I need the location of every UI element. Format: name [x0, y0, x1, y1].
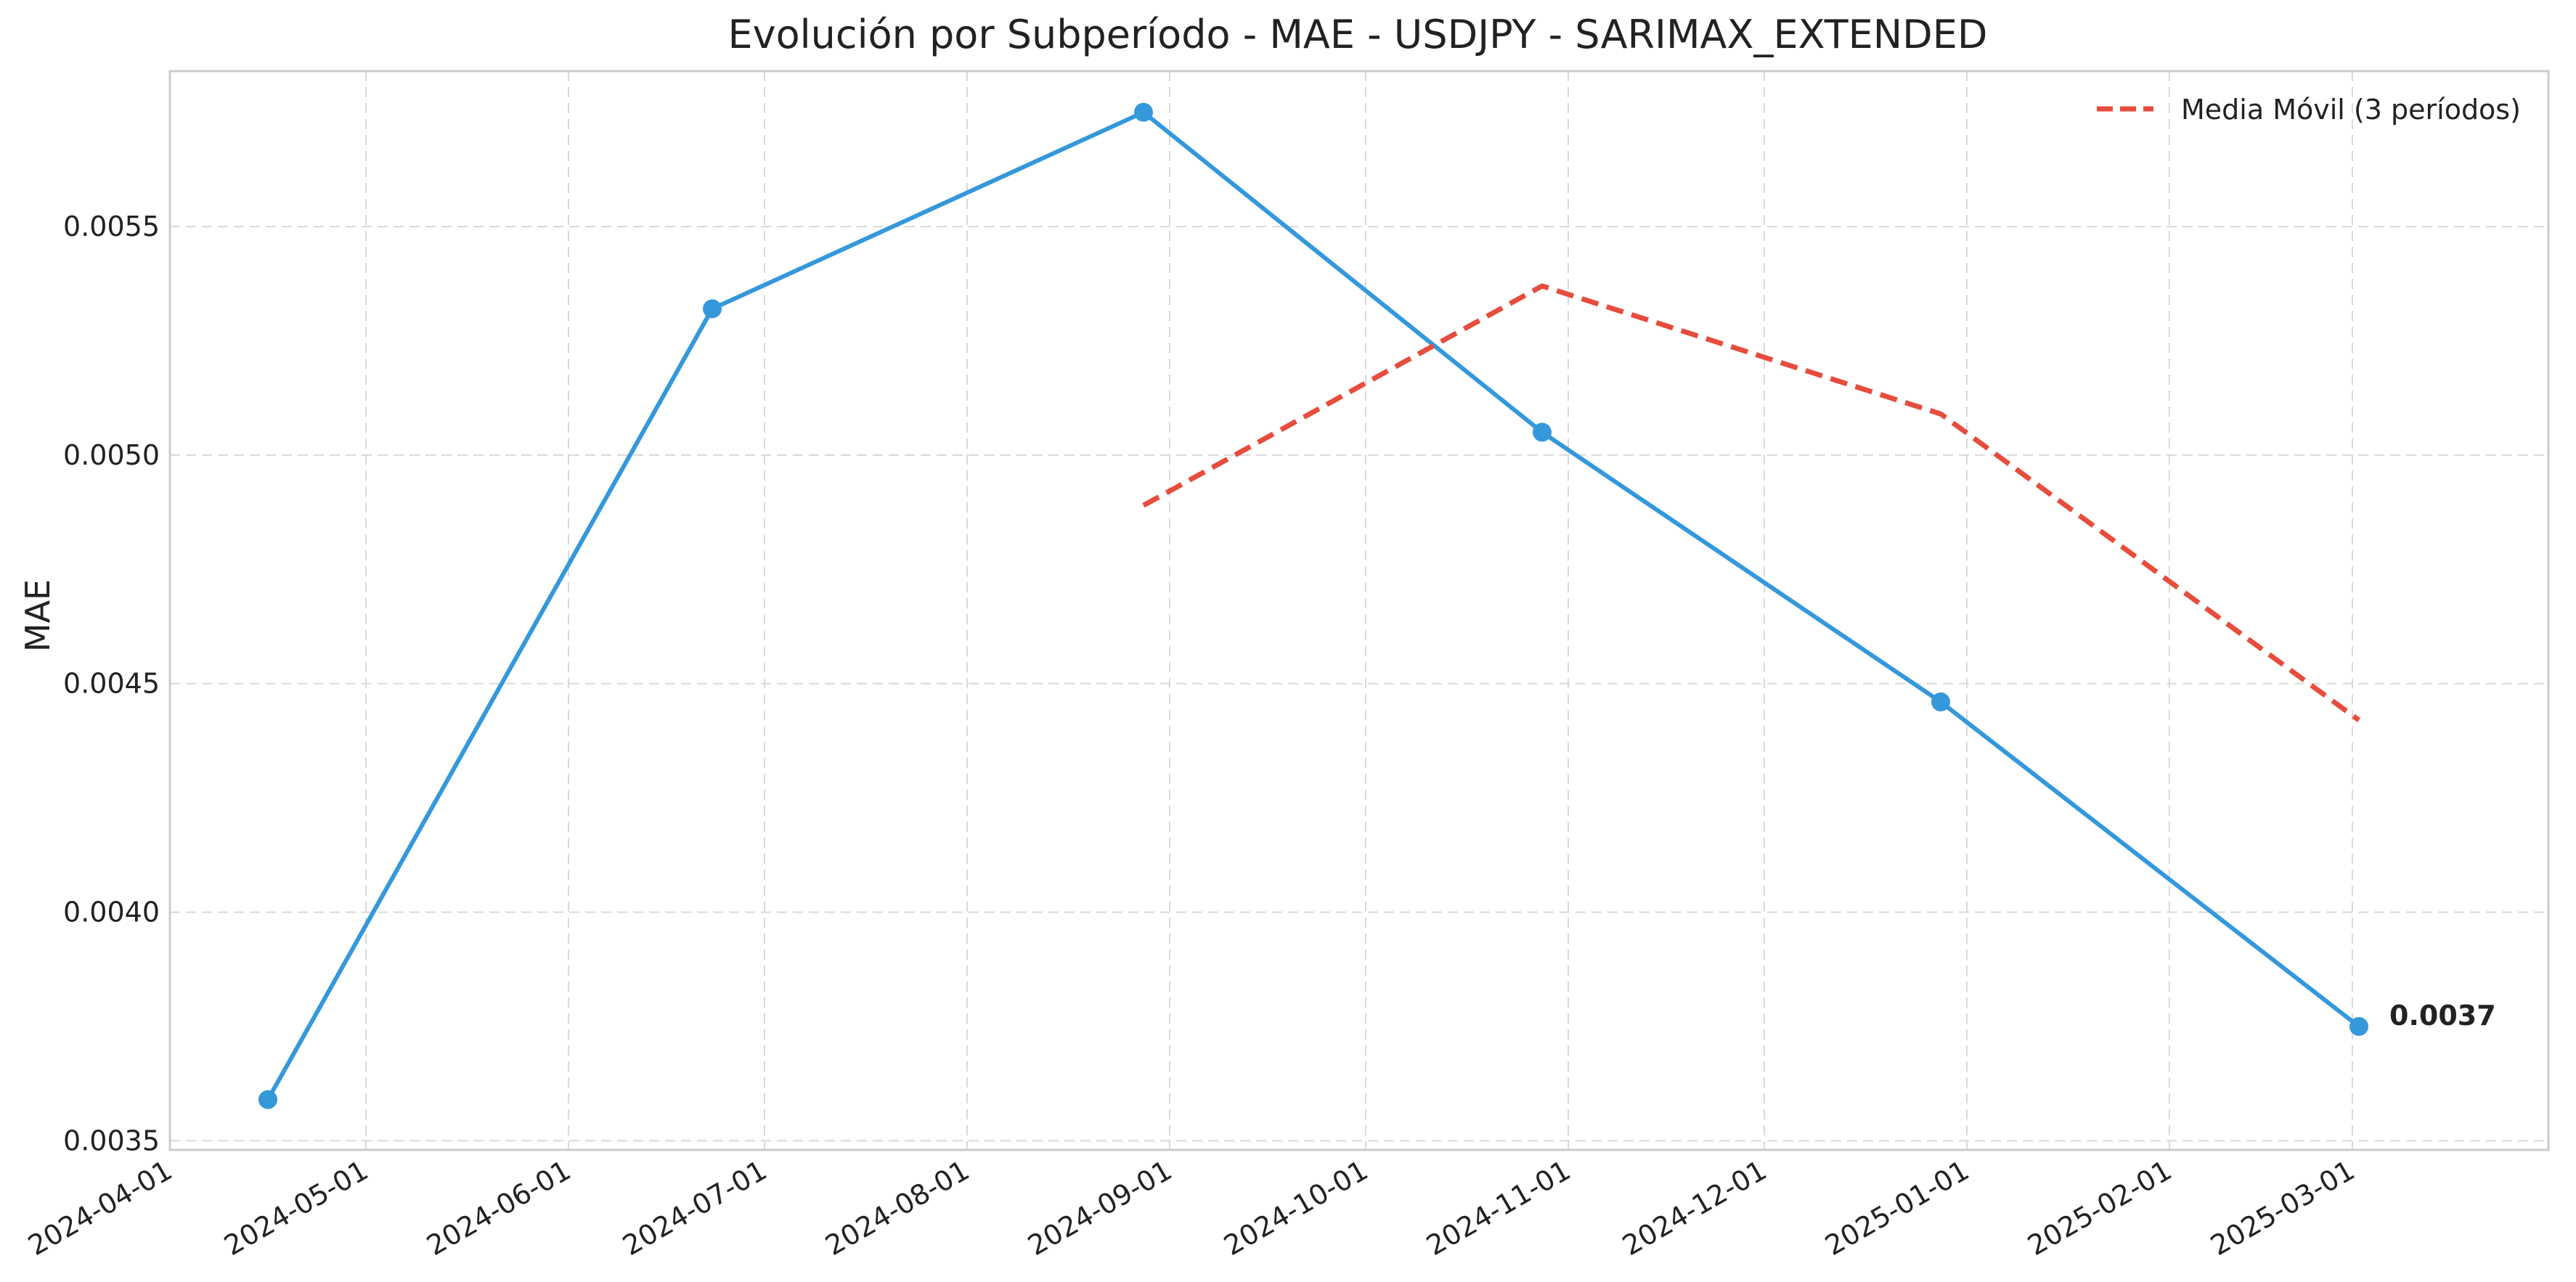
y-tick-label: 0.0040: [63, 897, 160, 928]
data-point-mae: [1931, 692, 1950, 711]
y-tick-label: 0.0035: [63, 1124, 160, 1156]
series-line-mae: [266, 110, 2360, 1101]
data-point-mae: [258, 1090, 277, 1109]
plot-frame: [168, 70, 2550, 1151]
data-point-mae: [703, 299, 722, 319]
y-tick-label: 0.0055: [63, 211, 160, 242]
y-tick-label: 0.0045: [63, 668, 160, 700]
legend-label-moving-average: Media Móvil (3 períodos): [2181, 94, 2521, 126]
series-line-moving_average: [1142, 283, 2361, 722]
y-axis-label: MAE: [18, 579, 57, 652]
chart-title: Evolución por Subperíodo - MAE - USDJPY …: [728, 12, 1988, 57]
y-tick-label: 0.0050: [63, 439, 160, 471]
data-label: 0.0037: [2389, 1000, 2496, 1032]
grid: [169, 71, 2548, 1150]
data-point-mae: [1134, 102, 1153, 122]
legend: Media Móvil (3 períodos): [2097, 94, 2521, 126]
series: [258, 102, 2368, 1109]
data-point-mae: [1533, 422, 1552, 442]
data-point-mae: [2349, 1016, 2368, 1036]
y-axis-ticks: 0.0035 0.0040 0.0045 0.0050 0.0055: [63, 211, 160, 1156]
annotations: 0.0037: [2389, 1000, 2496, 1032]
